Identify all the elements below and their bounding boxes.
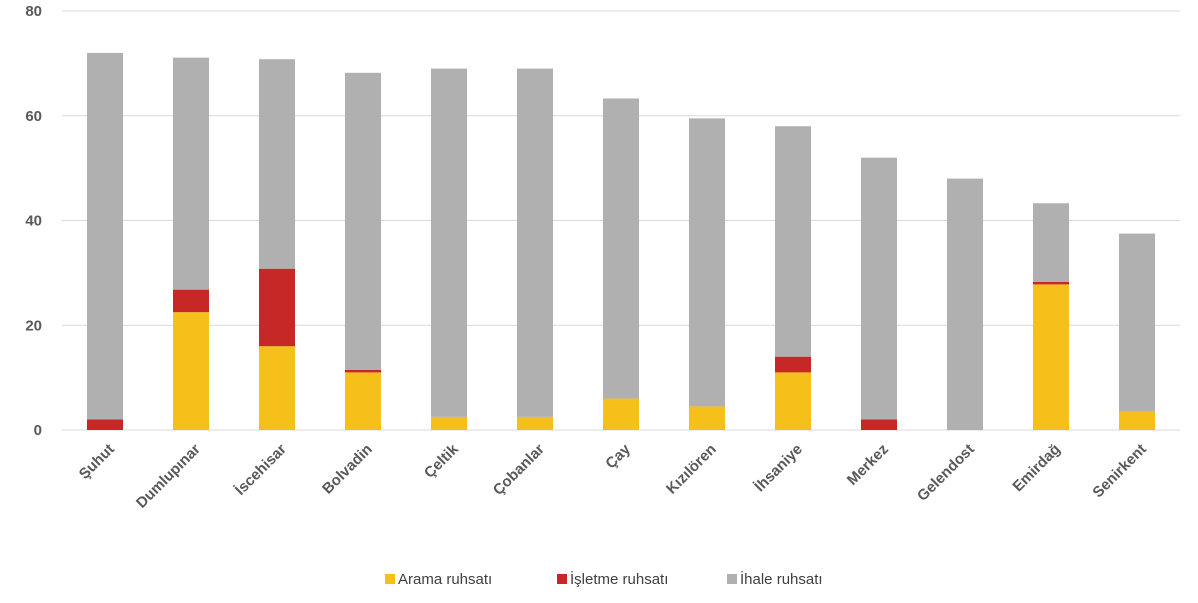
bar-segment-ihale [259, 59, 295, 269]
y-axis-ticks: 0 20 40 60 80 [25, 3, 42, 439]
x-tick-label: Çeltik [421, 440, 462, 481]
bar-segment-ihale [431, 68, 467, 417]
bar-segment-arama [431, 416, 467, 430]
bars [87, 52, 1155, 430]
legend-swatch [727, 574, 737, 584]
x-tick-label: Dumlupınar [133, 441, 204, 512]
bar-segment-arama [775, 372, 811, 430]
x-tick-label: Gelendost [914, 441, 978, 505]
x-tick-label: Kızılören [663, 441, 720, 498]
legend-label: İşletme ruhsatı [570, 570, 668, 588]
legend-swatch [385, 574, 395, 584]
bar-segment-arama [689, 406, 725, 430]
bar-segment-ihale [861, 157, 897, 420]
legend-swatch [557, 574, 567, 584]
bar-segment-ihale [603, 98, 639, 399]
bar-segment-arama [259, 346, 295, 430]
x-tick-label: Bolvadin [319, 441, 376, 498]
bar-segment-ihale [689, 118, 725, 407]
y-tick-label: 40 [25, 213, 42, 230]
bar-segment-isletme [775, 356, 811, 373]
x-tick-label: Şuhut [76, 441, 118, 483]
bar-segment-ihale [1033, 203, 1069, 282]
bar-segment-arama [517, 416, 553, 430]
bar-segment-ihale [517, 68, 553, 417]
bar-segment-isletme [1033, 281, 1069, 285]
bar-segment-isletme [173, 289, 209, 313]
bar-segment-ihale [87, 52, 123, 420]
x-tick-label: Çay [602, 440, 634, 472]
bar-segment-isletme [345, 369, 381, 373]
bar-segment-ihale [947, 178, 983, 430]
bar-segment-ihale [1119, 233, 1155, 412]
bar-segment-arama [345, 372, 381, 430]
x-tick-label: Merkez [844, 441, 892, 489]
y-tick-label: 20 [25, 317, 42, 334]
bar-segment-ihale [775, 126, 811, 357]
x-tick-label: Senirkent [1089, 441, 1149, 501]
y-tick-label: 80 [25, 3, 42, 20]
bar-segment-ihale [345, 72, 381, 370]
legend-label: Arama ruhsatı [398, 571, 492, 588]
bar-segment-isletme [259, 268, 295, 347]
bar-segment-isletme [861, 419, 897, 430]
bar-segment-ihale [173, 57, 209, 290]
x-tick-label: İscehisar [232, 441, 290, 499]
bar-segment-arama [1119, 411, 1155, 430]
bar-segment-arama [173, 312, 209, 430]
bar-segment-isletme [87, 419, 123, 430]
bar-segment-arama [603, 398, 639, 430]
x-tick-label: Çobanlar [490, 441, 548, 499]
x-axis-labels: Şuhut Dumlupınar İscehisar Bolvadin Çeltik Ço… [76, 440, 1150, 511]
y-tick-label: 60 [25, 108, 42, 125]
legend-label: İhale ruhsatı [740, 570, 823, 588]
y-tick-label: 0 [34, 422, 42, 439]
x-tick-label: Emirdağ [1009, 441, 1063, 495]
bar-segment-arama [1033, 284, 1069, 430]
x-tick-label: İhsaniye [751, 441, 805, 495]
legend: Arama ruhsatı İşletme ruhsatı İhale ruhsat… [385, 570, 823, 588]
